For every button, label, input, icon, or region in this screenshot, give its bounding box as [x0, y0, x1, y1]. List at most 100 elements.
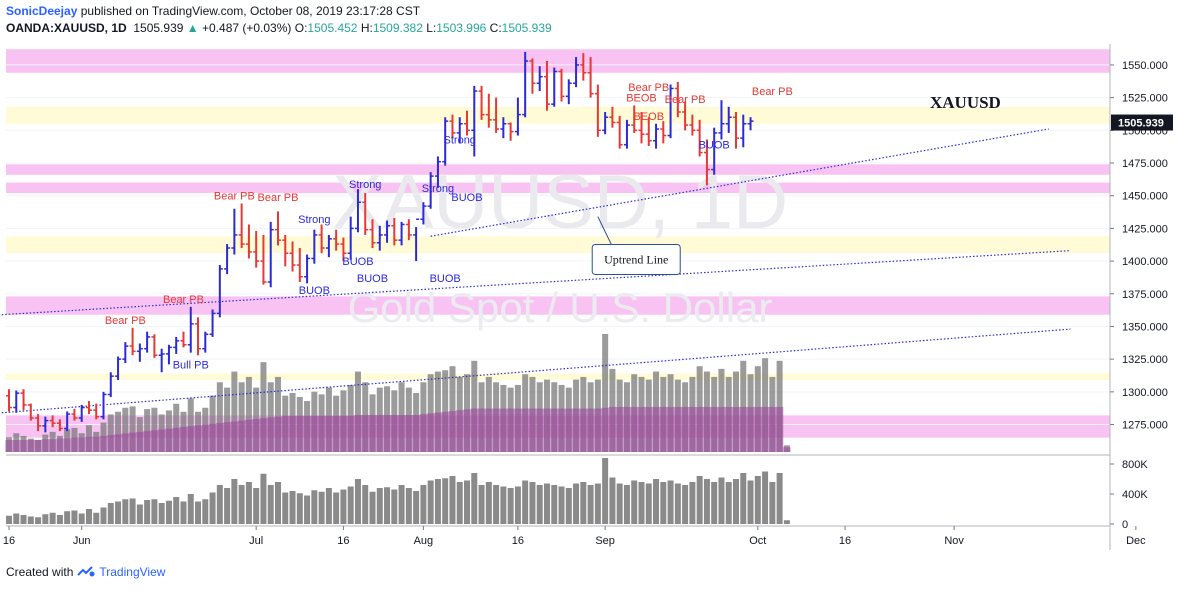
trend-line	[1, 328, 1071, 414]
volume-bar	[282, 492, 289, 524]
trend-line	[430, 128, 1049, 237]
overlay-volume-average	[259, 418, 268, 452]
price-tick-label: 1400.000	[1122, 256, 1168, 268]
ohlc-bar	[485, 93, 492, 128]
overlay-volume-average	[405, 414, 413, 452]
volume-bar	[711, 482, 718, 524]
volume-bar	[631, 480, 638, 524]
ohlc-bar	[558, 68, 565, 102]
volume-bar	[42, 514, 49, 524]
volume-bar	[733, 479, 739, 524]
volume-bar	[56, 515, 63, 524]
overlay-volume-average	[717, 406, 726, 452]
volume-bar	[318, 491, 325, 524]
ohlc-bar	[536, 66, 543, 92]
overlay-volume-bar	[245, 376, 252, 452]
overlay-volume-average	[732, 406, 740, 452]
overlay-volume-average	[27, 439, 35, 452]
volume-bar	[565, 488, 572, 524]
overlay-volume-average	[645, 406, 653, 452]
time-tick-label: 16	[839, 535, 851, 547]
price-tick-label: 1425.000	[1122, 223, 1168, 235]
volume-bar	[260, 473, 267, 524]
ohlc-bar	[609, 106, 616, 128]
volume-bar	[274, 482, 281, 524]
volume-bar	[202, 499, 209, 524]
callout-box	[591, 243, 681, 275]
overlay-volume-average	[456, 410, 464, 452]
volume-bar	[151, 499, 158, 524]
published-text: published on TradingView.com, October 08…	[80, 4, 421, 18]
time-tick-label: Nov	[944, 535, 964, 547]
open-label: O:	[294, 21, 308, 35]
ohlc-bar	[602, 112, 609, 135]
overlay-volume-average	[318, 415, 326, 452]
volume-bar	[660, 482, 667, 524]
volume-bar	[747, 480, 754, 524]
volume-bar	[398, 485, 405, 524]
pattern-label: BUOB	[357, 273, 388, 285]
overlay-volume-average	[594, 408, 602, 452]
volume-bar	[115, 501, 122, 524]
overlay-volume-average	[550, 408, 558, 452]
volume-bar	[543, 483, 550, 524]
footer: Created with TradingView	[6, 565, 165, 579]
overlay-volume-average	[543, 408, 551, 452]
ohlc-bar	[391, 217, 398, 246]
volume-bar	[384, 487, 391, 524]
overlay-volume-average	[783, 447, 791, 452]
ohlc-bar	[245, 224, 252, 259]
ohlc-bar	[667, 84, 674, 139]
ohlc-bar	[274, 211, 281, 246]
volume-bar	[696, 476, 703, 524]
ohlc-bar	[725, 106, 732, 133]
volume-bar	[311, 490, 318, 524]
overlay-volume-average	[267, 417, 275, 452]
overlay-volume-bar	[260, 362, 267, 452]
price-tick-label: 1275.000	[1122, 420, 1168, 432]
ohlc-bar	[405, 219, 412, 241]
volume-bar	[776, 473, 783, 524]
ohlc-bar	[616, 115, 623, 149]
price-chart[interactable]: XAUUSD, 1D Gold Spot / U.S. Dollar Bear PB…	[0, 0, 1181, 560]
volume-bar	[616, 483, 623, 524]
overlay-volume-average	[288, 415, 297, 452]
volume-bar	[573, 483, 580, 524]
overlay-volume-average	[354, 414, 362, 452]
tradingview-link[interactable]: TradingView	[99, 565, 166, 579]
volume-bar	[333, 492, 340, 524]
volume-bar	[209, 492, 216, 524]
up-arrow-icon: ▲	[186, 21, 199, 35]
ohlc-bar	[522, 51, 529, 118]
pattern-label: BUOB	[342, 256, 373, 268]
volume-bar	[653, 479, 660, 524]
volume-bar	[558, 486, 565, 524]
overlay-volume-bar	[274, 376, 281, 452]
overlay-volume-bar	[187, 398, 194, 452]
overlay-volume-average	[216, 423, 224, 452]
volume-bar	[536, 485, 543, 524]
author-link[interactable]: SonicDeejay	[6, 4, 78, 18]
volume-bar	[703, 479, 710, 524]
overlay-volume-average	[128, 432, 137, 452]
overlay-volume-average	[99, 435, 108, 452]
ohlc-bar	[333, 229, 340, 251]
overlay-volume-average	[470, 408, 478, 452]
overlay-volume-average	[78, 437, 86, 452]
volume-bar	[500, 486, 507, 524]
volume-bar	[493, 485, 500, 524]
ohlc-bar	[638, 112, 645, 144]
ohlc-bar	[253, 231, 260, 268]
overlay-volume-average	[12, 439, 20, 452]
volume-bar	[522, 480, 529, 524]
overlay-volume-average	[528, 408, 537, 452]
overlay-volume-average	[310, 415, 319, 452]
volume-bar	[354, 479, 361, 524]
volume-bar	[27, 516, 34, 524]
overlay-volume-average	[492, 408, 500, 452]
overlay-volume-average	[19, 439, 28, 452]
symbol-label[interactable]: OANDA:XAUUSD, 1D	[6, 21, 127, 35]
overlay-volume-average	[187, 426, 195, 452]
ohlc-bar	[369, 219, 376, 248]
pattern-label: Bear PB	[163, 294, 204, 306]
